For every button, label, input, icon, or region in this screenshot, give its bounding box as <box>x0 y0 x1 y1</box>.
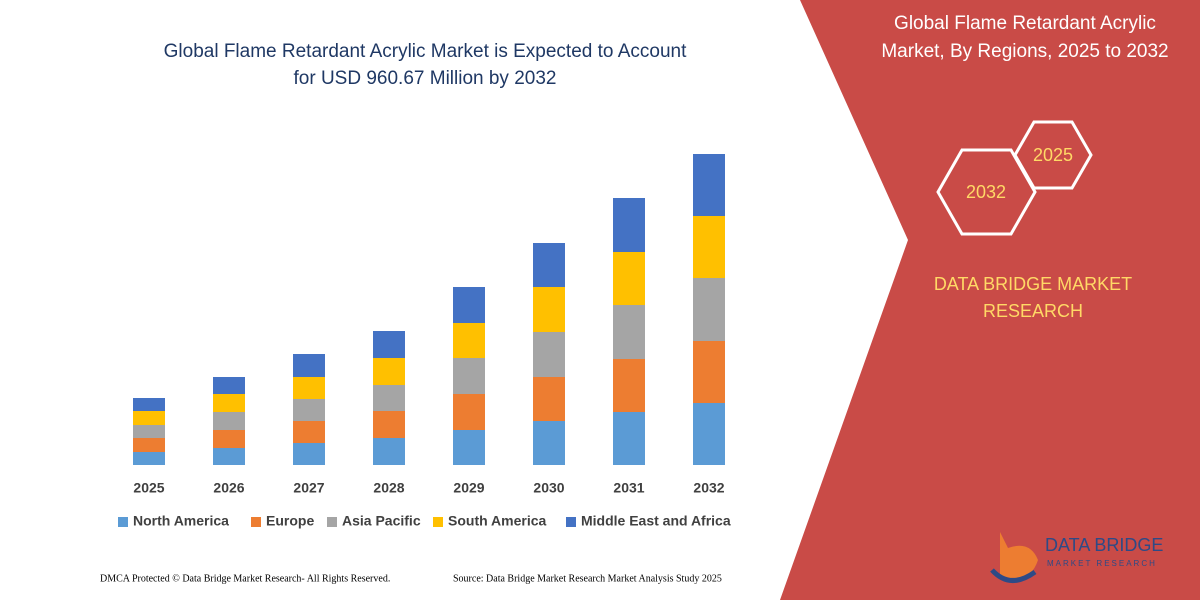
bar-segment <box>133 452 165 465</box>
bar-segment <box>133 398 165 411</box>
bar-segment <box>133 411 165 425</box>
bar-segment <box>133 425 165 438</box>
bar-segment <box>213 394 245 412</box>
bar-segment <box>453 358 485 394</box>
x-tick-label: 2029 <box>453 480 484 496</box>
x-tick-label: 2026 <box>213 480 244 496</box>
bar-segment <box>693 278 725 341</box>
legend-swatch <box>327 517 337 527</box>
bar-segment <box>533 243 565 287</box>
legend-swatch <box>566 517 576 527</box>
hexagon <box>936 148 1037 236</box>
bar-segment <box>293 377 325 399</box>
chart-title: for USD 960.67 Million by 2032 <box>294 68 557 89</box>
bar-segment <box>453 430 485 465</box>
bar-segment <box>693 154 725 216</box>
bar-segment <box>373 385 405 411</box>
bar-segment <box>213 430 245 448</box>
bar-segment <box>693 403 725 465</box>
bar-segment <box>373 331 405 358</box>
brand: RESEARCH <box>983 301 1083 321</box>
x-tick-label: 2031 <box>613 480 644 496</box>
bar-segment <box>213 412 245 430</box>
hex-label: 2025 <box>1033 145 1073 165</box>
legend-label: North America <box>133 513 229 529</box>
bar-segment <box>693 216 725 278</box>
bar-segment <box>213 448 245 465</box>
bar-segment <box>613 252 645 305</box>
logo-name: DATA BRIDGE <box>1045 535 1163 555</box>
bar-segment <box>533 332 565 377</box>
legend-swatch <box>433 517 443 527</box>
bar-segment <box>373 358 405 385</box>
legend-label: Asia Pacific <box>342 513 421 529</box>
bar-segment <box>293 354 325 377</box>
bar-segment <box>533 377 565 421</box>
bar-segment <box>373 438 405 465</box>
logo-icon <box>990 568 1037 583</box>
x-tick-label: 2025 <box>133 480 164 496</box>
legend-label: Middle East and Africa <box>581 513 731 529</box>
footer: DMCA Protected © Data Bridge Market Rese… <box>100 573 390 584</box>
chart-title: Global Flame Retardant Acrylic Market is… <box>164 41 687 62</box>
x-tick-label: 2028 <box>373 480 404 496</box>
bar-segment <box>213 377 245 394</box>
x-tick-label: 2027 <box>293 480 324 496</box>
bar-segment <box>293 443 325 465</box>
bar-segment <box>293 399 325 421</box>
x-tick-label: 2030 <box>533 480 564 496</box>
bar-segment <box>613 198 645 252</box>
legend-swatch <box>118 517 128 527</box>
brand: DATA BRIDGE MARKET <box>934 274 1132 294</box>
x-tick-label: 2032 <box>693 480 724 496</box>
legend-label: Europe <box>266 513 314 529</box>
footer: Source: Data Bridge Market Research Mark… <box>453 573 722 584</box>
bar-segment <box>373 411 405 438</box>
legend-swatch <box>251 517 261 527</box>
bar-segment <box>533 421 565 465</box>
bar-segment <box>693 341 725 403</box>
bar-segment <box>613 412 645 465</box>
red-panel <box>780 0 1200 600</box>
bar-segment <box>453 323 485 358</box>
bar-segment <box>453 394 485 430</box>
hex-label: 2032 <box>966 182 1006 202</box>
bar-segment <box>613 359 645 412</box>
bar-segment <box>133 438 165 452</box>
bar-segment <box>533 287 565 332</box>
panel-title: Market, By Regions, 2025 to 2032 <box>881 41 1168 62</box>
bar-segment <box>453 287 485 323</box>
logo-icon <box>1000 532 1038 580</box>
bar-segment <box>293 421 325 443</box>
bar-segment <box>613 305 645 359</box>
legend-label: South America <box>448 513 546 529</box>
panel-title: Global Flame Retardant Acrylic <box>894 13 1156 34</box>
logo-tagline: MARKET RESEARCH <box>1047 559 1157 568</box>
